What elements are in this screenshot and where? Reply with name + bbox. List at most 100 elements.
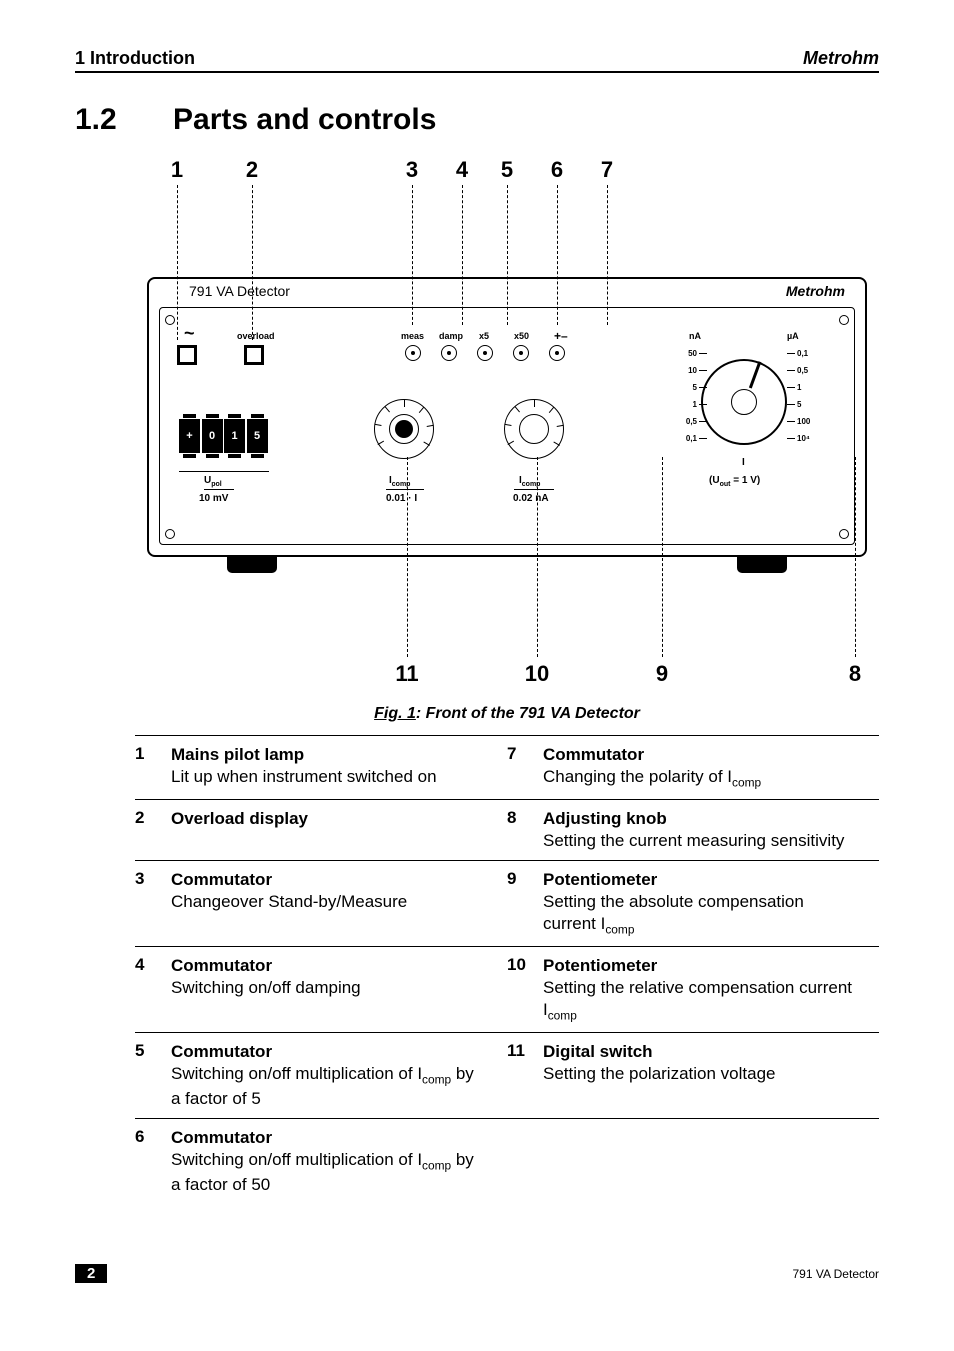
- section-heading: 1.2 Parts and controls: [75, 103, 879, 137]
- legend-number: 6: [135, 1127, 157, 1196]
- x5-led: [477, 345, 493, 361]
- scale-value: 0,5: [669, 417, 697, 426]
- polarity-led: [549, 345, 565, 361]
- legend-number: 3: [135, 869, 157, 938]
- icomp-abs-unit: 0.02 nA: [513, 493, 549, 504]
- legend-desc: Switching on/off damping: [171, 977, 361, 999]
- parts-legend: 1Mains pilot lampLit up when instrument …: [135, 735, 879, 1204]
- legend-body: CommutatorChangeover Stand-by/Measure: [171, 869, 407, 938]
- polarity-label: +–: [554, 329, 568, 343]
- legend-cell: 11 Digital switchSetting the polarization…: [507, 1041, 879, 1110]
- thumbwheel-digit: 5: [247, 419, 268, 453]
- figure-wrap: 791 VA Detector Metrohm ~ overload meas …: [135, 157, 879, 735]
- callout-lead: [177, 185, 178, 340]
- legend-desc: Switching on/off multiplication of Icomp…: [171, 1063, 487, 1110]
- legend-body: Overload display: [171, 808, 308, 852]
- legend-desc: Changing the polarity of Icomp: [543, 766, 761, 791]
- figure-caption: Fig. 1: Front of the 791 VA Detector: [374, 705, 640, 723]
- scale-value: 1: [797, 383, 801, 392]
- front-panel-diagram: 791 VA Detector Metrohm ~ overload meas …: [147, 157, 867, 687]
- legend-title: Overload display: [171, 808, 308, 830]
- callout-number: 9: [647, 661, 677, 687]
- callout-number: 8: [840, 661, 870, 687]
- legend-row: 5CommutatorSwitching on/off multiplicati…: [135, 1033, 879, 1119]
- instrument-foot: [737, 557, 787, 573]
- legend-body: PotentiometerSetting the absolute compen…: [543, 869, 859, 938]
- screw-icon: [165, 529, 175, 539]
- overload-label: overload: [237, 331, 275, 341]
- scale-value: 0,1: [797, 349, 808, 358]
- overload-display: [244, 345, 264, 365]
- legend-cell: 5CommutatorSwitching on/off multiplicati…: [135, 1041, 507, 1110]
- callout-number: 1: [167, 157, 187, 183]
- callout-number: 7: [597, 157, 617, 183]
- icomp-abs-knob: [504, 399, 564, 459]
- scale-value: 1: [669, 400, 697, 409]
- legend-title: Digital switch: [543, 1041, 776, 1063]
- callout-number: 4: [452, 157, 472, 183]
- meas-label: meas: [401, 331, 424, 341]
- legend-title: Mains pilot lamp: [171, 744, 437, 766]
- callout-lead: [537, 457, 538, 657]
- legend-cell: 4CommutatorSwitching on/off damping: [135, 955, 507, 1024]
- divider: [204, 489, 234, 490]
- scale-value: 0,5: [797, 366, 808, 375]
- legend-desc: Setting the current measuring sensitivit…: [543, 830, 844, 852]
- callout-lead: [855, 457, 856, 657]
- callout-number: 10: [522, 661, 552, 687]
- header-section: 1 Introduction: [75, 48, 195, 69]
- legend-title: Commutator: [171, 1041, 487, 1063]
- legend-row: 6 CommutatorSwitching on/off multiplicati…: [135, 1119, 879, 1204]
- legend-number: 7: [507, 744, 529, 791]
- legend-desc: Lit up when instrument switched on: [171, 766, 437, 788]
- legend-row: 2 Overload display 8 Adjusting knobSetting …: [135, 800, 879, 861]
- na-label: nA: [689, 331, 701, 341]
- legend-cell: 1Mains pilot lampLit up when instrument …: [135, 744, 507, 791]
- page-header: 1 Introduction Metrohm: [75, 48, 879, 73]
- legend-title: Commutator: [171, 869, 407, 891]
- panel-title: 791 VA Detector: [189, 283, 290, 299]
- thumbwheel-digit: +: [179, 419, 200, 453]
- legend-desc: Setting the polarization voltage: [543, 1063, 776, 1085]
- legend-cell: 3CommutatorChangeover Stand-by/Measure: [135, 869, 507, 938]
- callout-number: 2: [242, 157, 262, 183]
- legend-number: 4: [135, 955, 157, 1024]
- legend-number: 8: [507, 808, 529, 852]
- legend-number: 10: [507, 955, 529, 1024]
- damp-label: damp: [439, 331, 463, 341]
- footer-doc-title: 791 VA Detector: [793, 1267, 880, 1281]
- page-footer: 2 791 VA Detector: [75, 1264, 879, 1283]
- legend-title: Commutator: [171, 1127, 487, 1149]
- legend-body: CommutatorChanging the polarity of Icomp: [543, 744, 761, 791]
- damp-led: [441, 345, 457, 361]
- legend-number: 11: [507, 1041, 529, 1110]
- legend-title: Commutator: [543, 744, 761, 766]
- section-title-text: Parts and controls: [173, 103, 436, 137]
- upol-label: Upol: [204, 475, 222, 488]
- figure-label: Fig. 1: [374, 705, 416, 722]
- thumbwheel-digit: 0: [202, 419, 223, 453]
- legend-body: Adjusting knobSetting the current measur…: [543, 808, 844, 852]
- legend-row: 3CommutatorChangeover Stand-by/Measure9P…: [135, 861, 879, 947]
- header-brand: Metrohm: [803, 48, 879, 69]
- callout-lead: [507, 185, 508, 325]
- screw-icon: [165, 315, 175, 325]
- x50-led: [513, 345, 529, 361]
- uout-label: (Uout = 1 V): [709, 475, 760, 488]
- legend-cell: 8 Adjusting knobSetting the current measu…: [507, 808, 879, 852]
- legend-desc: Switching on/off multiplication of Icomp…: [171, 1149, 487, 1196]
- callout-lead: [607, 185, 608, 325]
- callout-lead: [407, 457, 408, 657]
- legend-desc: Changeover Stand-by/Measure: [171, 891, 407, 913]
- legend-number: 2: [135, 808, 157, 852]
- instrument-foot: [227, 557, 277, 573]
- legend-desc: Setting the relative compensation curren…: [543, 977, 859, 1024]
- x5-label: x5: [479, 331, 489, 341]
- legend-cell: 6 CommutatorSwitching on/off multiplicati…: [135, 1127, 507, 1196]
- legend-row: 1Mains pilot lampLit up when instrument …: [135, 736, 879, 800]
- callout-number: 5: [497, 157, 517, 183]
- legend-cell: 7 CommutatorChanging the polarity of Icom…: [507, 744, 879, 791]
- callout-number: 6: [547, 157, 567, 183]
- callout-lead: [557, 185, 558, 325]
- callout-lead: [252, 185, 253, 340]
